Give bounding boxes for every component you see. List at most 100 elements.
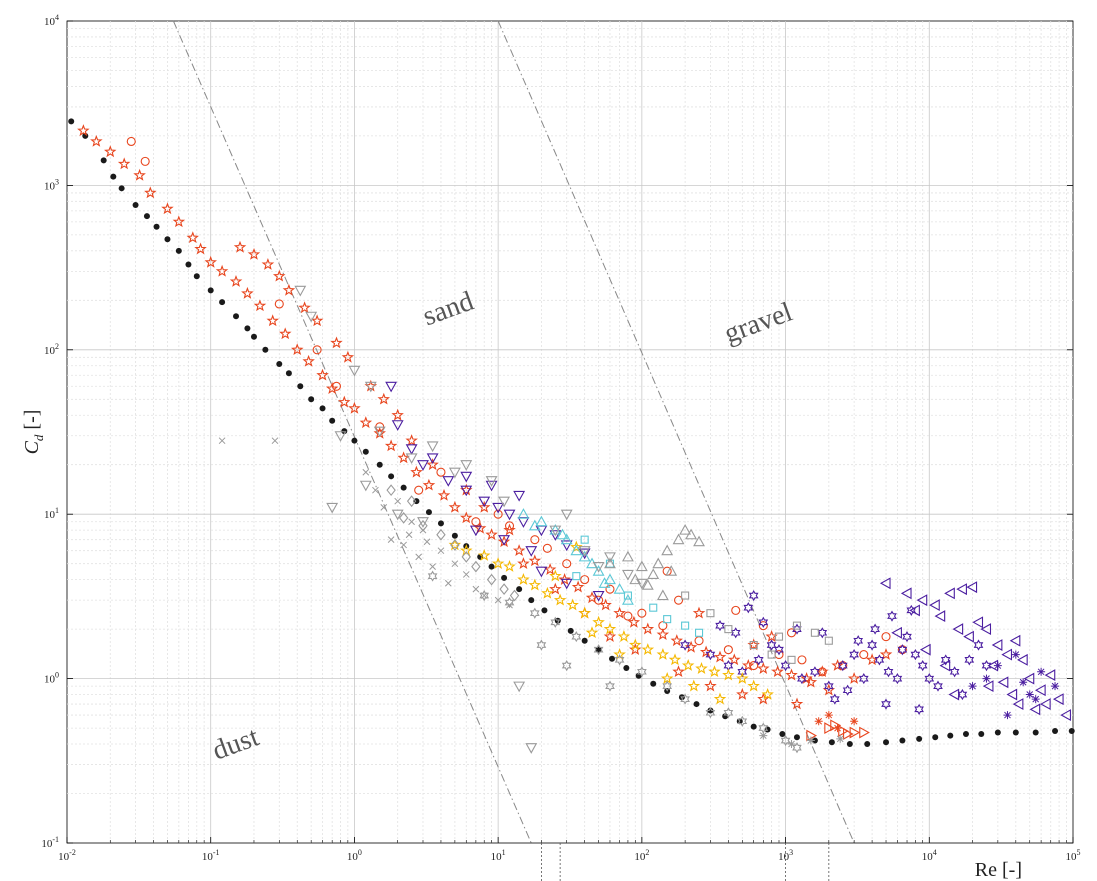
data-point xyxy=(298,301,311,314)
data-point xyxy=(786,628,797,638)
data-point xyxy=(408,518,415,526)
y-tick-label: 102 xyxy=(44,342,59,357)
data-point xyxy=(681,621,690,630)
data-point xyxy=(672,533,685,545)
data-point xyxy=(472,585,480,593)
data-point xyxy=(542,543,552,553)
data-point xyxy=(194,242,207,255)
data-point xyxy=(635,578,648,590)
data-point xyxy=(394,497,402,505)
data-point xyxy=(580,535,589,544)
data-point xyxy=(916,735,923,742)
data-point xyxy=(761,687,774,700)
data-point xyxy=(571,580,585,593)
data-point xyxy=(348,401,361,414)
data-point xyxy=(847,672,861,684)
data-point xyxy=(426,458,439,471)
data-point xyxy=(525,546,538,557)
data-point xyxy=(437,547,445,555)
data-point xyxy=(993,661,1002,670)
data-point xyxy=(207,287,214,294)
data-point xyxy=(233,240,247,253)
data-point xyxy=(978,731,985,738)
data-point xyxy=(693,701,700,708)
data-point xyxy=(731,605,741,615)
data-point xyxy=(1009,634,1021,647)
data-point xyxy=(656,589,669,601)
data-point xyxy=(780,734,791,747)
data-point xyxy=(917,660,928,672)
data-point xyxy=(842,684,853,696)
data-point xyxy=(824,636,833,645)
data-point xyxy=(694,628,704,637)
data-point xyxy=(650,680,657,687)
data-point xyxy=(1051,682,1060,691)
y-axis-unit: [-] xyxy=(21,410,43,435)
data-point xyxy=(516,586,523,593)
data-point xyxy=(658,621,668,631)
data-point xyxy=(405,531,413,539)
data-point xyxy=(436,528,446,541)
data-point xyxy=(810,666,820,678)
data-point xyxy=(766,639,777,651)
data-point xyxy=(737,715,748,727)
data-point xyxy=(604,557,616,569)
data-point xyxy=(400,541,407,549)
data-point xyxy=(229,275,243,287)
data-point xyxy=(486,573,497,586)
data-point xyxy=(737,666,748,678)
data-point xyxy=(504,521,515,531)
data-point xyxy=(864,741,871,748)
data-point xyxy=(348,365,361,377)
data-point xyxy=(90,134,103,147)
data-point xyxy=(325,382,339,394)
data-point xyxy=(1039,698,1051,711)
data-point xyxy=(549,569,562,582)
data-point xyxy=(748,590,759,602)
data-point xyxy=(692,606,706,619)
data-point xyxy=(326,502,339,514)
data-point xyxy=(704,679,717,692)
data-point xyxy=(415,553,423,561)
data-point xyxy=(567,627,574,634)
data-point xyxy=(570,540,583,553)
data-point xyxy=(617,629,631,642)
data-point xyxy=(448,538,462,551)
data-point xyxy=(1052,728,1059,735)
data-point xyxy=(331,381,342,391)
data-point xyxy=(621,550,634,562)
data-point xyxy=(294,285,307,297)
data-point xyxy=(517,557,530,569)
data-point xyxy=(787,740,796,749)
data-point xyxy=(741,659,755,671)
data-point xyxy=(271,437,279,445)
data-point xyxy=(843,728,854,740)
data-point xyxy=(994,729,1001,736)
data-point xyxy=(833,724,842,733)
data-point xyxy=(425,509,432,516)
data-point xyxy=(143,213,150,220)
data-point xyxy=(836,734,845,743)
data-point xyxy=(910,649,921,661)
data-point xyxy=(932,734,939,741)
data-point xyxy=(605,584,615,594)
data-point xyxy=(723,645,733,655)
data-point xyxy=(478,496,491,508)
data-point xyxy=(193,273,200,280)
data-point xyxy=(316,368,329,381)
data-point xyxy=(541,586,554,599)
data-point xyxy=(1023,672,1035,685)
data-point xyxy=(824,722,835,735)
data-point xyxy=(164,236,171,243)
data-point xyxy=(1068,728,1075,735)
data-point xyxy=(934,610,946,623)
data-point xyxy=(175,247,182,254)
data-point xyxy=(1011,650,1020,659)
data-point xyxy=(422,478,436,491)
data-point xyxy=(460,460,473,471)
data-point xyxy=(1031,695,1040,704)
data-point xyxy=(883,739,890,746)
data-point xyxy=(940,654,951,666)
data-point xyxy=(879,648,893,660)
